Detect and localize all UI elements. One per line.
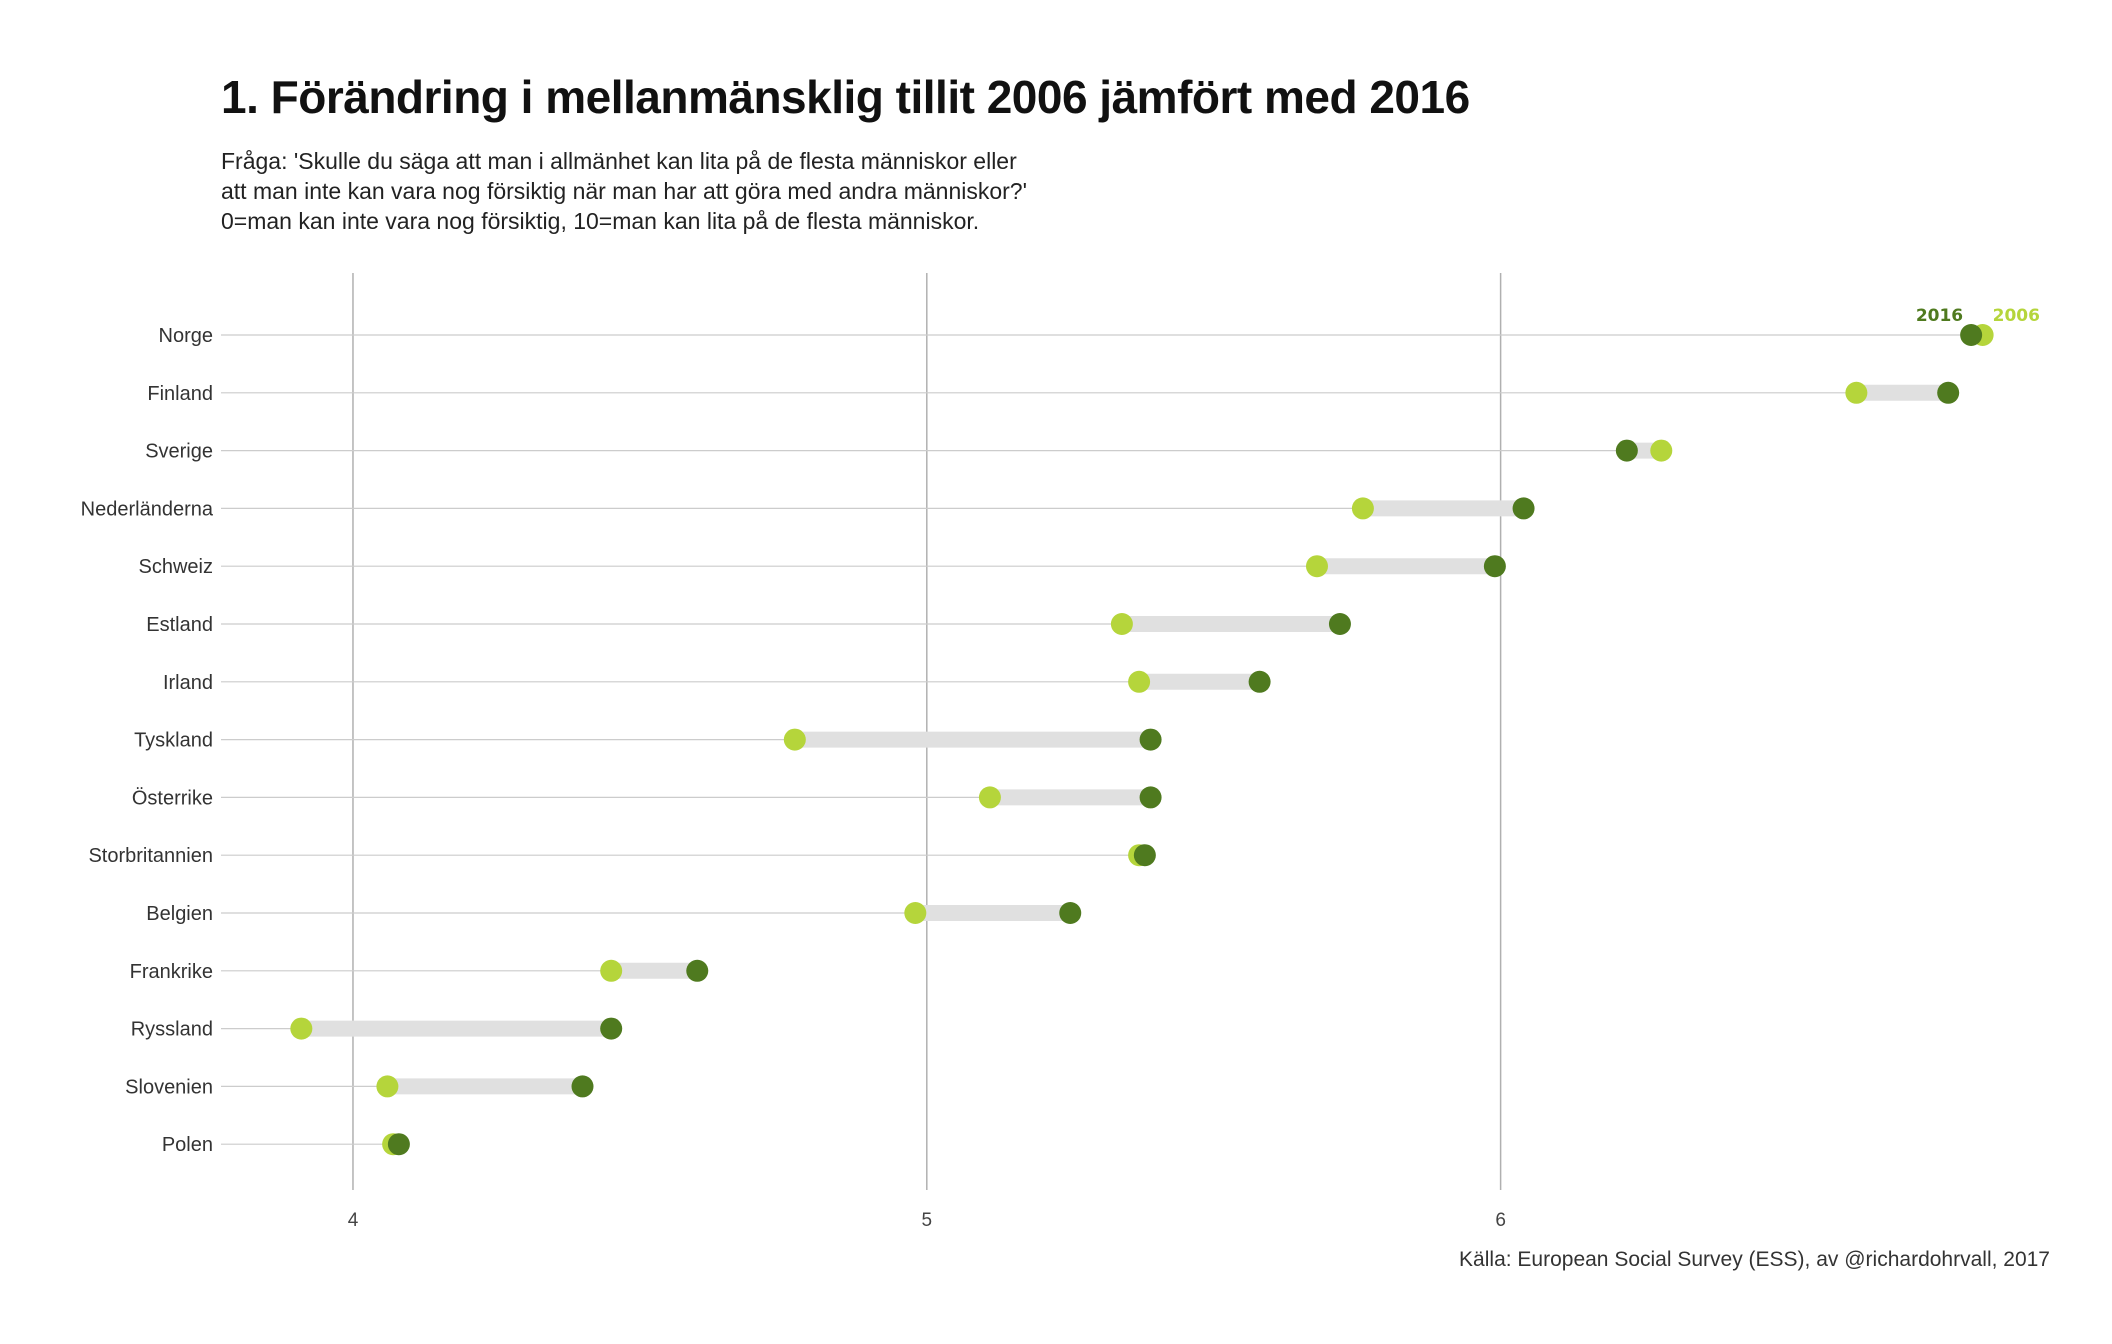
point-2016-slovenien (571, 1075, 594, 1098)
legend-label-2016: 2016 (1916, 306, 1963, 326)
x-tick-label-4: 4 (348, 1210, 359, 1231)
point-2016-estland (1328, 613, 1351, 635)
category-label-osterrike: Österrike (132, 787, 213, 809)
point-2016-schweiz (1483, 555, 1506, 578)
source-caption: Källa: European Social Survey (ESS), av … (1459, 1248, 2050, 1271)
category-label-polen: Polen (162, 1134, 213, 1156)
category-label-frankrike: Frankrike (130, 961, 213, 983)
point-2016-norge (1960, 324, 1983, 346)
point-2016-polen (387, 1133, 410, 1156)
point-2006-ryssland (290, 1017, 313, 1040)
category-label-storbritannien: Storbritannien (88, 845, 213, 867)
point-2006-nederlanderna (1351, 497, 1374, 520)
label-layer: 4 5 6 Norge Finland Sverige Nederländerna Schwe… (81, 325, 1506, 1231)
subtitle-line-2: att man inte kan vara nog försiktig när … (221, 178, 1027, 204)
category-label-finland: Finland (147, 383, 213, 405)
category-label-schweiz: Schweiz (139, 556, 213, 578)
legend-label-2006: 2006 (1993, 306, 2040, 326)
chart-subtitle: Fråga: 'Skulle du säga att man i allmänh… (221, 146, 1027, 236)
point-2016-osterrike (1139, 786, 1162, 809)
legend-layer: 2016 2006 (1916, 306, 2040, 326)
point-2006-finland (1845, 381, 1868, 404)
category-label-slovenien: Slovenien (125, 1076, 213, 1098)
point-2006-estland (1110, 613, 1133, 635)
point-2016-finland (1937, 381, 1960, 404)
point-2006-slovenien (376, 1075, 399, 1098)
point-2016-belgien (1059, 902, 1082, 924)
point-2016-nederlanderna (1512, 497, 1535, 520)
subtitle-line-3: 0=man kan inte vara nog försiktig, 10=ma… (221, 208, 980, 234)
category-label-belgien: Belgien (146, 903, 213, 925)
x-tick-label-5: 5 (922, 1210, 933, 1231)
chart-title: 1. Förändring i mellanmänsklig tillit 20… (221, 71, 1470, 123)
category-label-tyskland: Tyskland (134, 730, 213, 752)
point-2006-irland (1128, 670, 1151, 693)
point-layer (290, 324, 1994, 1156)
category-label-irland: Irland (163, 672, 213, 694)
point-2006-frankrike (600, 959, 623, 982)
category-label-sverige: Sverige (145, 441, 213, 463)
x-tick-label-6: 6 (1495, 1210, 1506, 1231)
point-2006-osterrike (978, 786, 1001, 809)
category-label-estland: Estland (146, 614, 213, 636)
point-2016-tyskland (1139, 728, 1162, 751)
point-2016-sverige (1615, 439, 1638, 462)
category-label-nederlanderna: Nederländerna (81, 498, 214, 520)
point-2006-belgien (904, 902, 927, 924)
point-2016-frankrike (686, 959, 709, 982)
category-label-norge: Norge (159, 325, 213, 347)
point-2016-irland (1248, 670, 1271, 693)
segment-layer (301, 327, 1983, 1153)
grid-layer (352, 273, 1502, 1190)
point-2016-storbritannien (1133, 844, 1156, 867)
subtitle-line-1: Fråga: 'Skulle du säga att man i allmänh… (221, 148, 1017, 174)
category-label-ryssland: Ryssland (131, 1019, 213, 1041)
point-2006-sverige (1650, 439, 1673, 462)
point-2006-schweiz (1305, 555, 1328, 578)
point-2006-tyskland (783, 728, 806, 751)
point-2016-ryssland (600, 1017, 623, 1040)
